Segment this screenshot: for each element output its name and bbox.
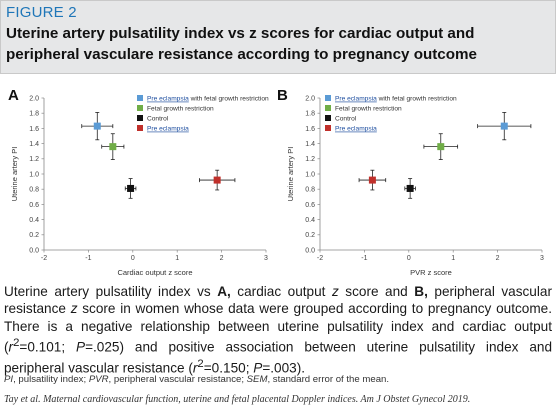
- chart-panel-a: A 0.0 0.2 0.4 0.6 0.8 1.0 1.2 1.4 1.6 1.8 2.0 -2 -1 0 1…: [8, 87, 269, 277]
- y-tick-label: 1.6: [305, 126, 315, 133]
- abbrev-pvr: PVR: [88, 374, 109, 385]
- data-point: [93, 122, 101, 130]
- panel-letter: B: [277, 87, 288, 104]
- x-tick-label: 2: [496, 255, 500, 262]
- legend-swatch: [325, 125, 331, 131]
- y-tick-label: 0.2: [305, 232, 315, 239]
- x-tick-label: -1: [85, 255, 91, 262]
- caption-z: z: [70, 301, 78, 317]
- y-axis-label: Uterine artery PI: [10, 147, 19, 202]
- y-tick-label: 2.0: [305, 95, 315, 102]
- y-tick-label: 0.4: [305, 217, 315, 224]
- chart-panel-b: B 0.0 0.2 0.4 0.6 0.8 1.0 1.2 1.4 1.6 1.8 2.0 -2 -1 0 1…: [277, 87, 544, 277]
- legend-label: Pre eclampsia: [147, 126, 189, 133]
- caption-text: Uterine artery pulsatility index vs: [4, 284, 218, 299]
- abbrev-text: , standard error of the mean.: [267, 374, 390, 385]
- data-point: [437, 143, 445, 151]
- x-tick-label: 2: [220, 255, 224, 262]
- legend-label: Control: [147, 116, 169, 123]
- y-tick-label: 0.8: [305, 187, 315, 194]
- abbrev-pi: PI: [4, 374, 14, 385]
- legend-swatch: [325, 95, 331, 101]
- y-tick-label: 0.2: [29, 232, 39, 239]
- y-tick-label: 1.4: [305, 141, 315, 148]
- caption-sup: 2: [13, 336, 20, 349]
- legend-label: Fetal growth restriction: [147, 106, 214, 113]
- figure-header: FIGURE 2 Uterine artery pulsatility inde…: [0, 0, 556, 74]
- caption-text: score in women whose data were grouped a…: [4, 301, 553, 355]
- y-tick-label: 0.6: [305, 202, 315, 209]
- caption-text: =0.150;: [203, 360, 254, 376]
- citation: Tay et al. Maternal cardiovascular funct…: [4, 394, 471, 405]
- legend-label: Control: [335, 116, 357, 123]
- abbrev-text: , peripheral vascular resistance;: [108, 374, 247, 385]
- y-tick-label: 1.8: [29, 111, 39, 118]
- caption-text: =0.101;: [19, 339, 77, 355]
- abbrev-sem: SEM: [246, 374, 268, 385]
- x-tick-label: -1: [361, 255, 367, 262]
- y-axis-label: Uterine artery PI: [286, 147, 295, 202]
- caption-p: P: [76, 339, 86, 355]
- x-tick-label: -2: [317, 255, 323, 262]
- caption-r: r: [8, 339, 14, 355]
- y-tick-label: 0.0: [305, 247, 315, 254]
- y-tick-label: 1.0: [29, 171, 39, 178]
- legend-swatch: [137, 95, 143, 101]
- y-tick-label: 0.6: [29, 202, 39, 209]
- legend-swatch: [137, 115, 143, 121]
- y-tick-label: 2.0: [29, 95, 39, 102]
- y-tick-label: 0.8: [29, 187, 39, 194]
- caption-sup: 2: [197, 357, 204, 370]
- legend-swatch: [137, 105, 143, 111]
- data-point: [406, 184, 414, 192]
- y-tick-label: 1.6: [29, 126, 39, 133]
- figure-label: FIGURE 2: [6, 4, 77, 21]
- data-point: [213, 176, 221, 184]
- legend-swatch: [325, 105, 331, 111]
- x-tick-label: -2: [41, 255, 47, 262]
- legend-swatch: [325, 115, 331, 121]
- x-tick-label: 0: [407, 255, 411, 262]
- abbreviations-note: PI, pulsatility index; PVR, peripheral v…: [4, 374, 389, 385]
- abbrev-text: , pulsatility index;: [13, 374, 89, 385]
- caption-text: =.025) and positive association between …: [4, 339, 553, 376]
- caption-text: =.003).: [262, 360, 306, 376]
- y-tick-label: 1.8: [305, 111, 315, 118]
- x-tick-label: 3: [264, 255, 268, 262]
- legend-label: Pre eclampsia: [335, 126, 377, 133]
- caption-text: peripheral vascular resistance: [4, 284, 552, 317]
- caption-text: score and: [338, 284, 415, 299]
- x-tick-label: 0: [131, 255, 135, 262]
- charts-figure: A 0.0 0.2 0.4 0.6 0.8 1.0 1.2 1.4 1.6 1.8 2.0 -2 -1 0 1…: [8, 87, 544, 277]
- legend-swatch: [137, 125, 143, 131]
- y-tick-label: 0.4: [29, 217, 39, 224]
- legend-label: Fetal growth restriction: [335, 106, 402, 113]
- data-point: [109, 143, 117, 151]
- caption-panel-a-ref: A,: [217, 284, 231, 299]
- figure-title: Uterine artery pulsatility index vs z sc…: [6, 25, 477, 63]
- caption-r: r: [192, 360, 198, 376]
- legend-label: Pre eclampsia with fetal growth restrict…: [335, 96, 457, 103]
- x-axis-label: Cardiac output z score: [117, 268, 192, 277]
- y-tick-label: 1.2: [29, 156, 39, 163]
- data-point: [500, 122, 508, 130]
- figure-caption: Uterine artery pulsatility index vs A, c…: [4, 283, 552, 377]
- x-axis-label: PVR z score: [410, 268, 452, 277]
- legend-label: Pre eclampsia with fetal growth restrict…: [147, 96, 269, 103]
- caption-p: P: [253, 360, 263, 376]
- data-point: [127, 184, 135, 192]
- caption-panel-b-ref: B,: [414, 284, 428, 299]
- y-tick-label: 1.4: [29, 141, 39, 148]
- y-tick-label: 1.0: [305, 171, 315, 178]
- x-tick-label: 3: [540, 255, 544, 262]
- data-point: [368, 176, 376, 184]
- y-tick-label: 0.0: [29, 247, 39, 254]
- panel-letter: A: [8, 87, 19, 104]
- caption-text: cardiac output: [230, 284, 332, 299]
- x-tick-label: 1: [175, 255, 179, 262]
- caption-z: z: [331, 284, 339, 299]
- x-tick-label: 1: [451, 255, 455, 262]
- y-tick-label: 1.2: [305, 156, 315, 163]
